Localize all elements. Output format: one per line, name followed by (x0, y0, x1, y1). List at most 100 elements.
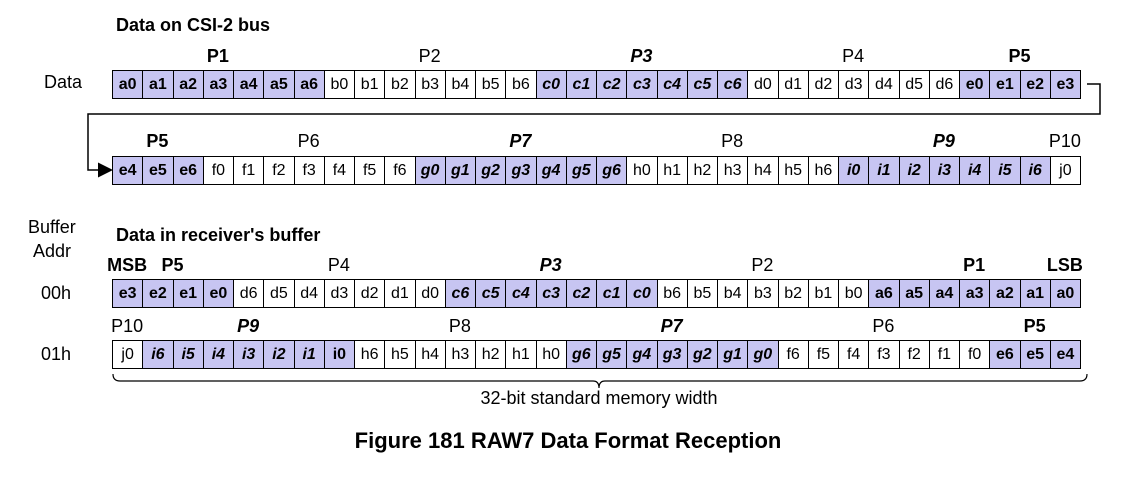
figure-caption: Figure 181 RAW7 Data Format Reception (354, 428, 782, 453)
bit-cell: d1 (779, 71, 809, 98)
packet-label: P8 (721, 131, 744, 151)
bit-cell: d4 (295, 280, 325, 307)
bit-cell: a0 (1050, 280, 1081, 307)
bit-cell: g3 (506, 157, 537, 184)
bit-cell: i4 (960, 157, 991, 184)
memory-width-note: 32-bit standard memory width (480, 388, 718, 408)
buffer-addr-label-line1: Buffer (28, 217, 76, 237)
bit-cell: h2 (476, 341, 507, 368)
bit-cell: c1 (597, 280, 628, 307)
bit-cell: c1 (566, 71, 597, 98)
bit-cell: e5 (143, 157, 174, 184)
bit-cell: i4 (203, 341, 234, 368)
bit-cell: h1 (506, 341, 537, 368)
bit-cell: d3 (839, 71, 870, 98)
buffer-section-title: Data in receiver's buffer (116, 225, 321, 245)
bit-cell: f3 (869, 341, 900, 368)
bit-cell: b0 (839, 280, 870, 307)
bus-row-2: e4 e5 e6 f0 f1 f2 f3 f4 f5 f6 g0 g1 g2 g3 g4 g5 g6 h0 h1 h2… (112, 156, 1081, 185)
bit-cell: h1 (658, 157, 688, 184)
bit-cell: a3 (203, 71, 234, 98)
packet-label: P5 (1023, 316, 1046, 336)
bit-cell: c0 (536, 71, 567, 98)
bit-cell: i0 (324, 341, 355, 368)
bit-cell: a4 (929, 280, 960, 307)
bit-cell: d0 (748, 71, 779, 98)
bit-cell: b2 (779, 280, 809, 307)
packet-label: P2 (751, 255, 774, 275)
bit-cell: f6 (779, 341, 809, 368)
bit-cell: a5 (264, 71, 295, 98)
packet-label: P5 (161, 255, 184, 275)
packet-label: P10 (111, 316, 144, 336)
packet-label: P9 (237, 316, 260, 336)
bit-cell: h0 (627, 157, 658, 184)
bit-cell: i3 (234, 341, 265, 368)
wrap-arrow (87, 83, 1101, 178)
bit-cell: e3 (113, 280, 144, 307)
bit-cell: a3 (960, 280, 991, 307)
bit-cell: f3 (295, 157, 325, 184)
bit-cell: a6 (869, 280, 900, 307)
bit-cell: a5 (899, 280, 930, 307)
bit-cell: b1 (809, 280, 839, 307)
bit-cell: h3 (446, 341, 476, 368)
bit-cell: c5 (476, 280, 507, 307)
bit-cell: e4 (1050, 341, 1081, 368)
packet-label: LSB (1046, 255, 1083, 275)
bit-cell: a1 (143, 71, 174, 98)
bit-cell: c4 (506, 280, 537, 307)
bit-cell: b0 (325, 71, 355, 98)
bit-cell: e5 (1020, 341, 1051, 368)
bit-cell: i2 (264, 341, 295, 368)
bit-cell: d5 (264, 280, 295, 307)
packet-label: P5 (1008, 46, 1031, 66)
bit-cell: e1 (173, 280, 204, 307)
bit-cell: e3 (1050, 71, 1081, 98)
bit-cell: i0 (839, 157, 870, 184)
packet-label: P2 (418, 46, 441, 66)
bit-cell: c6 (718, 71, 749, 98)
bit-cell: d0 (416, 280, 446, 307)
bit-cell: e2 (1020, 71, 1051, 98)
bit-cell: b6 (506, 71, 537, 98)
packet-label: P7 (660, 316, 683, 336)
bit-cell: a2 (173, 71, 204, 98)
bit-cell: e4 (113, 157, 144, 184)
bit-cell: h2 (688, 157, 718, 184)
bit-cell: a2 (990, 280, 1021, 307)
bit-cell: c2 (597, 71, 628, 98)
bit-cell: d1 (385, 280, 416, 307)
bit-cell: b6 (658, 280, 688, 307)
bit-cell: g4 (627, 341, 658, 368)
bit-cell: d2 (355, 280, 386, 307)
bit-cell: c6 (445, 280, 476, 307)
bit-cell: d5 (900, 71, 930, 98)
bit-cell: b5 (688, 280, 718, 307)
bit-cell: h5 (779, 157, 809, 184)
memory-width-brace (112, 373, 1088, 389)
bit-cell: g1 (718, 341, 749, 368)
bit-cell: g3 (657, 341, 688, 368)
bit-cell: g5 (566, 157, 597, 184)
buffer-addr-label-line2: Addr (33, 241, 72, 261)
bit-cell: e0 (203, 280, 234, 307)
packet-label: P5 (146, 131, 169, 151)
bit-cell: d4 (869, 71, 900, 98)
bit-cell: b5 (476, 71, 507, 98)
packet-label: P3 (539, 255, 562, 275)
buffer-row-00h: e3 e2 e1 e0 d6 d5 d4 d3 d2 d1 d0 c6 c5 c4 c3 c2 c1 c0 b6 b5… (112, 279, 1081, 308)
bit-cell: b1 (355, 71, 386, 98)
addr-01h: 01h (41, 344, 72, 364)
packet-label: P1 (206, 46, 229, 66)
bit-cell: d6 (930, 71, 960, 98)
bit-cell: c4 (657, 71, 688, 98)
bit-cell: g0 (415, 157, 446, 184)
bit-cell: e1 (990, 71, 1021, 98)
packet-label: MSB (107, 255, 148, 275)
bit-cell: b2 (385, 71, 416, 98)
bit-cell: g0 (748, 341, 779, 368)
bit-cell: b4 (446, 71, 476, 98)
bit-cell: h4 (416, 341, 446, 368)
